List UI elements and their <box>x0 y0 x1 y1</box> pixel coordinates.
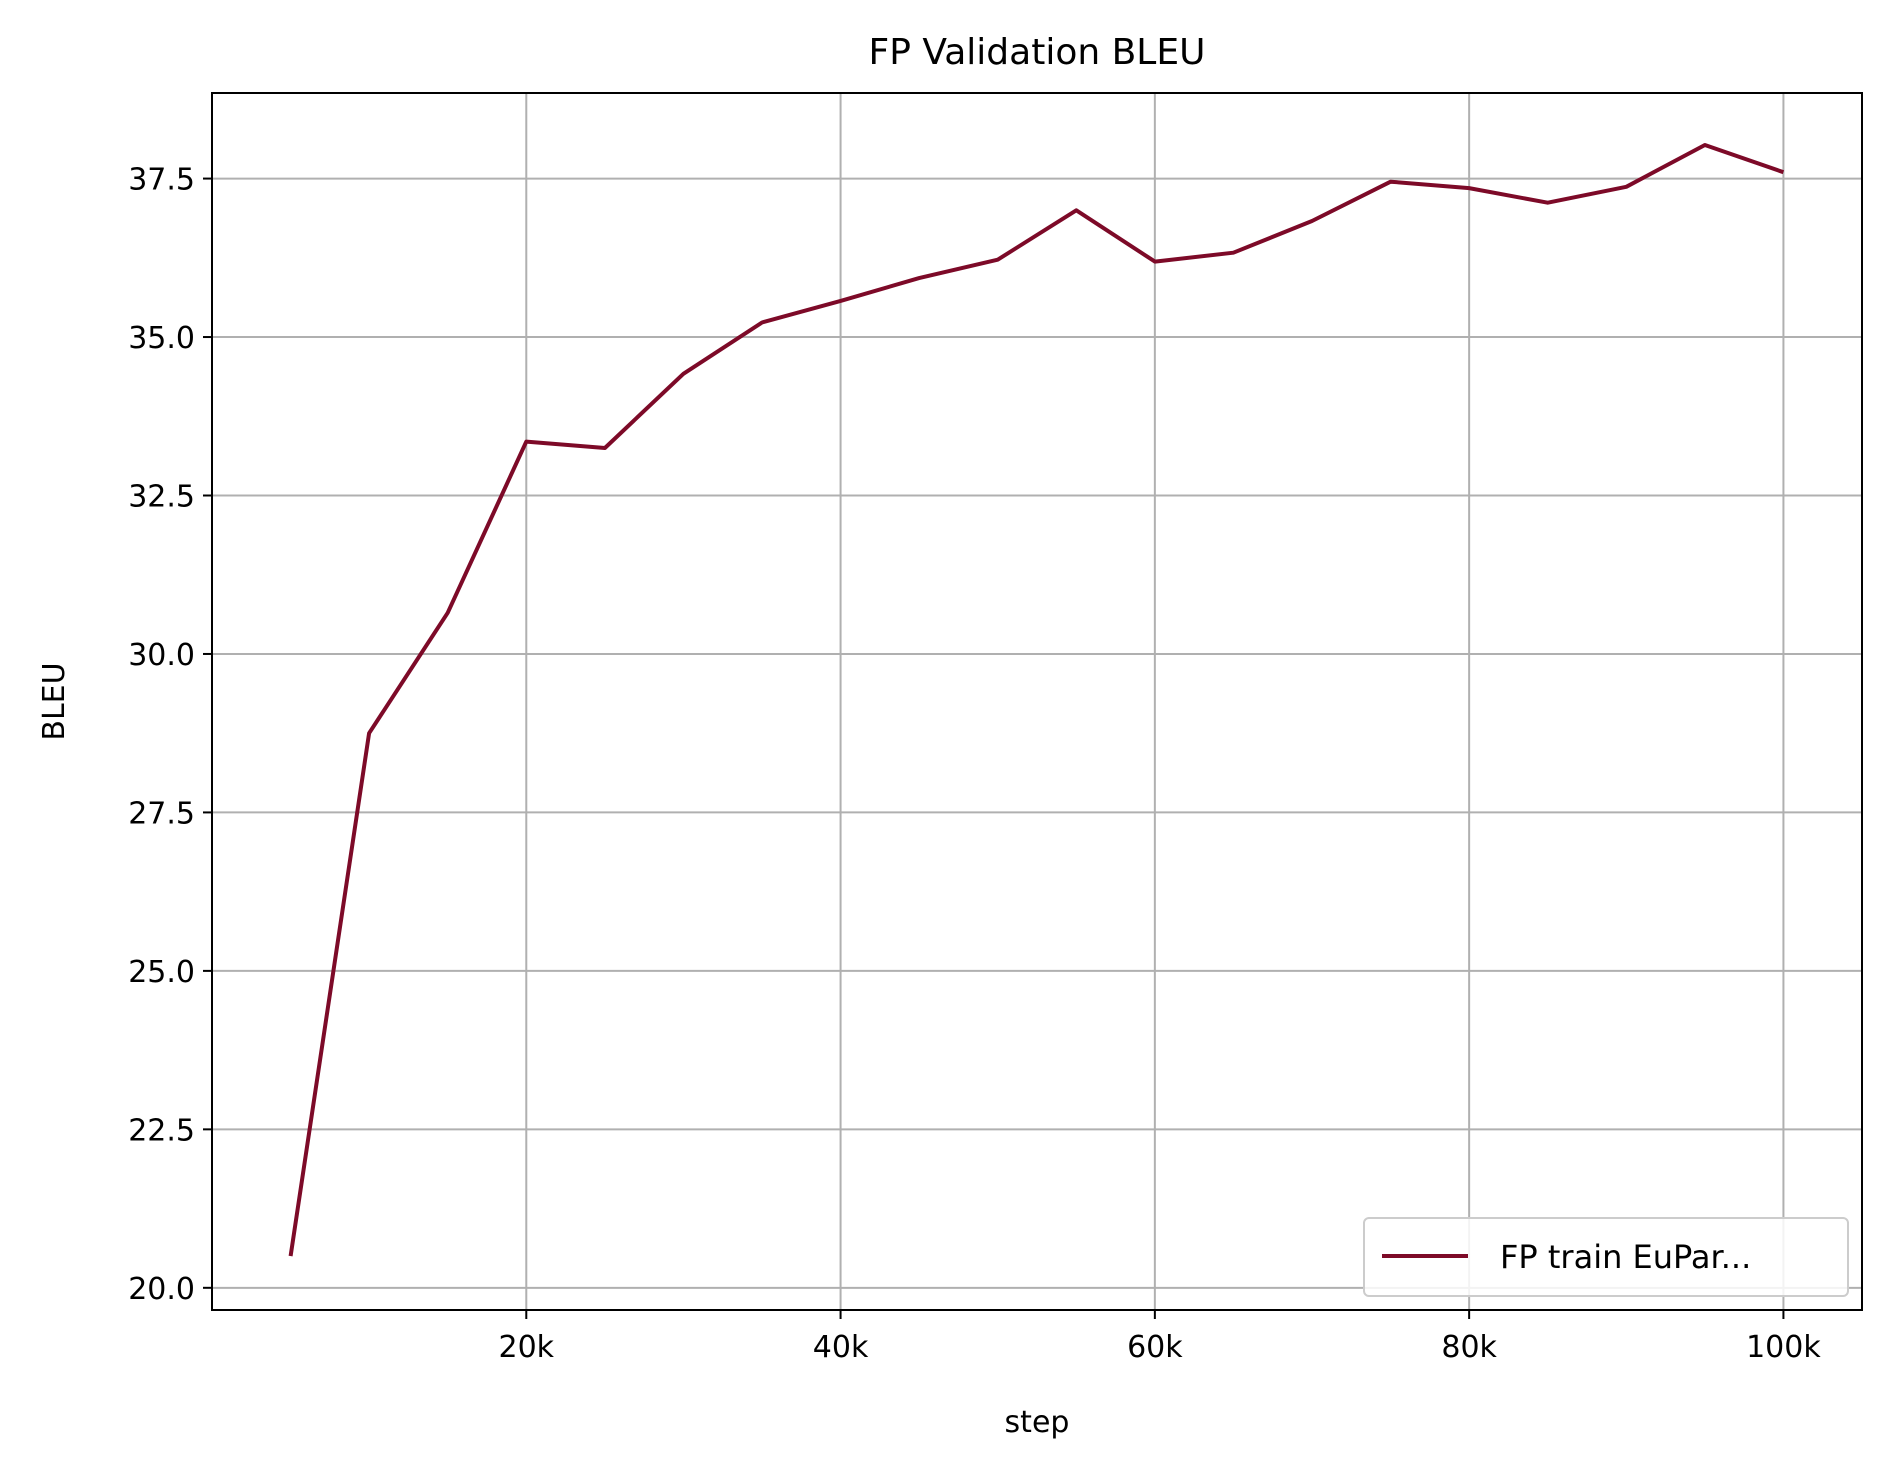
legend-box <box>1363 1217 1849 1297</box>
legend: FP train EuPar... <box>1363 1217 1849 1297</box>
x-axis-title: step <box>1005 1405 1070 1440</box>
y-tick-label: 37.5 <box>128 163 195 198</box>
chart-title: FP Validation BLEU <box>869 32 1206 73</box>
x-tick-label: 60k <box>1127 1330 1183 1365</box>
y-tick-label: 27.5 <box>128 796 195 831</box>
grid <box>212 93 1862 1310</box>
x-tick-label: 40k <box>813 1330 869 1365</box>
x-tick-label: 20k <box>499 1330 555 1365</box>
series-layer <box>288 143 1785 1257</box>
y-tick-label: 30.0 <box>128 638 195 673</box>
y-tick-label: 25.0 <box>128 955 195 990</box>
series-line <box>288 143 1785 1257</box>
y-axis-title: BLEU <box>37 662 72 740</box>
legend-label: FP train EuPar... <box>1500 1238 1751 1276</box>
y-tick-label: 35.0 <box>128 321 195 356</box>
y-tick-label: 20.0 <box>128 1272 195 1307</box>
axis-ticks: 20k 40k 60k 80k 100k 20.0 22.5 25.0 27.5 30.0 32.5… <box>128 163 1821 1365</box>
x-tick-label: 80k <box>1441 1330 1497 1365</box>
y-tick-label: 32.5 <box>128 479 195 514</box>
x-tick-label: 100k <box>1746 1330 1821 1365</box>
y-tick-label: 22.5 <box>128 1113 195 1148</box>
plot-frame <box>211 92 1863 1311</box>
